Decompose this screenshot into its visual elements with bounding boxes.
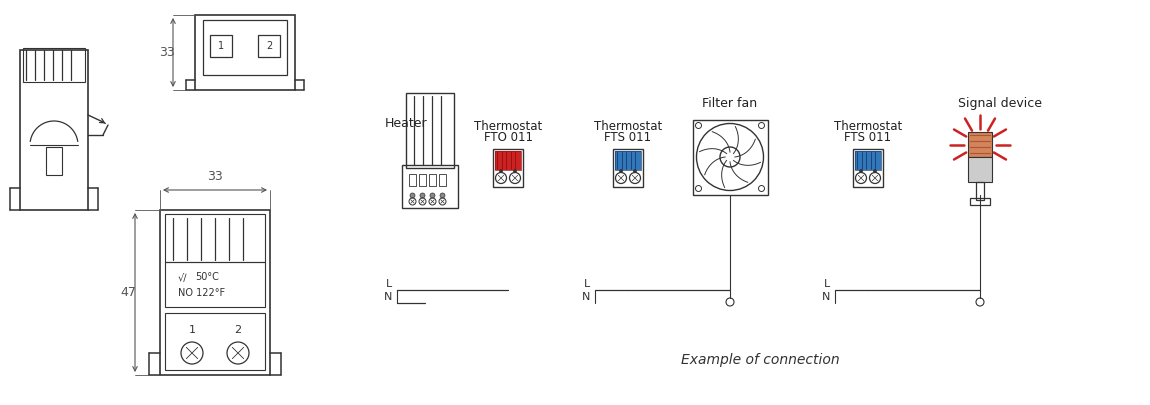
Text: 2: 2: [266, 41, 273, 51]
Text: Filter fan: Filter fan: [703, 97, 758, 110]
Text: √∕: √∕: [178, 272, 187, 282]
Text: Thermostat: Thermostat: [593, 120, 662, 133]
Bar: [969, 198, 990, 205]
Text: N: N: [582, 292, 590, 302]
Bar: [493, 149, 523, 187]
Text: 33: 33: [159, 46, 175, 59]
Bar: [854, 151, 881, 170]
Text: NO 122°F: NO 122°F: [178, 288, 225, 298]
Bar: [615, 151, 641, 170]
Bar: [258, 35, 279, 57]
Circle shape: [420, 193, 426, 198]
Circle shape: [874, 170, 876, 173]
Text: Thermostat: Thermostat: [834, 120, 902, 133]
Text: Thermostat: Thermostat: [474, 120, 542, 133]
Text: FTO 011: FTO 011: [483, 131, 532, 144]
Text: N: N: [821, 292, 830, 302]
Bar: [20, 50, 89, 210]
Bar: [23, 48, 85, 82]
Text: FTS 011: FTS 011: [605, 131, 652, 144]
Bar: [210, 35, 232, 57]
Text: Heater: Heater: [385, 117, 428, 130]
Circle shape: [634, 170, 636, 173]
Bar: [164, 313, 264, 370]
Bar: [494, 151, 521, 170]
Bar: [204, 20, 288, 75]
Text: Signal device: Signal device: [958, 97, 1042, 110]
Text: Example of connection: Example of connection: [681, 353, 840, 367]
Circle shape: [859, 170, 862, 173]
Bar: [613, 149, 643, 187]
Bar: [419, 173, 426, 185]
Bar: [854, 151, 881, 170]
Bar: [853, 149, 883, 187]
Bar: [439, 173, 446, 185]
Text: L: L: [584, 279, 590, 289]
Text: 1: 1: [218, 41, 224, 51]
Bar: [494, 151, 521, 170]
Text: L: L: [823, 279, 830, 289]
Bar: [196, 15, 296, 90]
Circle shape: [411, 193, 415, 198]
Bar: [968, 157, 992, 182]
Bar: [409, 173, 416, 185]
Circle shape: [499, 170, 503, 173]
Bar: [976, 182, 984, 200]
Bar: [968, 132, 992, 157]
Bar: [164, 214, 264, 262]
Text: 50°C: 50°C: [196, 272, 218, 282]
Text: N: N: [384, 292, 392, 302]
Bar: [160, 210, 270, 375]
Circle shape: [514, 170, 516, 173]
Text: 2: 2: [235, 325, 242, 335]
Bar: [406, 92, 454, 168]
Bar: [402, 164, 458, 207]
Bar: [164, 262, 264, 307]
Circle shape: [430, 193, 435, 198]
Bar: [692, 119, 767, 194]
Bar: [46, 147, 62, 175]
Circle shape: [440, 193, 445, 198]
Text: 47: 47: [120, 286, 136, 299]
Bar: [429, 173, 436, 185]
Text: 33: 33: [207, 170, 223, 183]
Text: L: L: [385, 279, 392, 289]
Circle shape: [620, 170, 622, 173]
Text: 1: 1: [189, 325, 196, 335]
Text: FTS 011: FTS 011: [844, 131, 891, 144]
Bar: [615, 151, 641, 170]
